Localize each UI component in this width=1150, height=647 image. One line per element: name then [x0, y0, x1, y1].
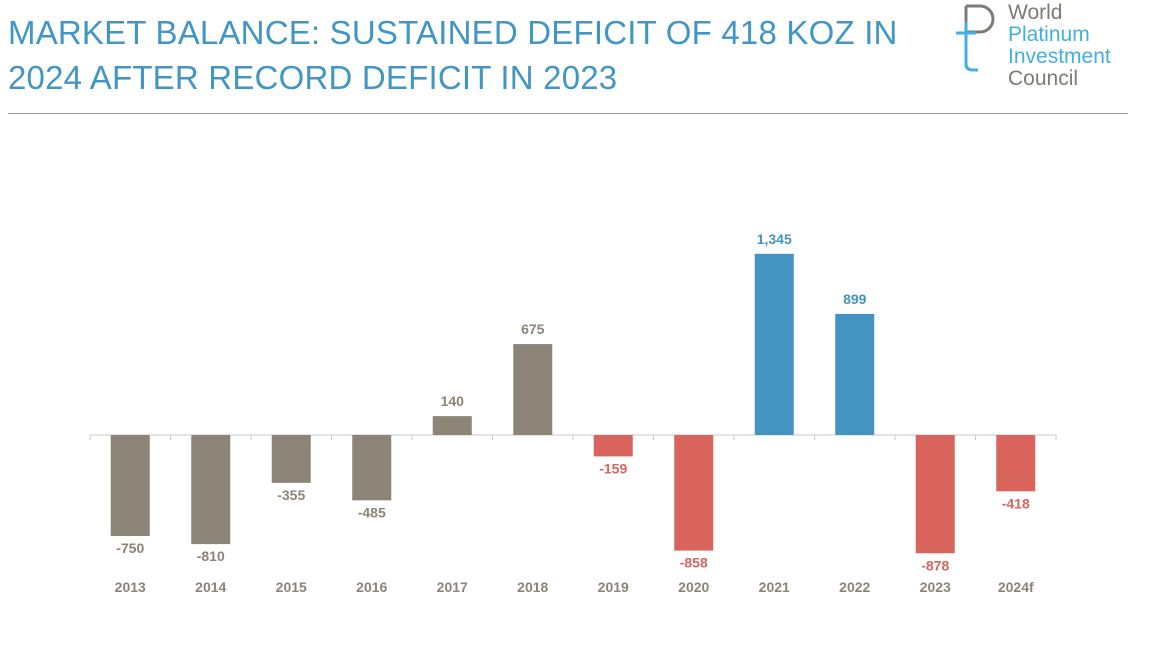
wpic-logo: World Platinum Investment Council [952, 2, 1142, 97]
page-title: MARKET BALANCE: SUSTAINED DEFICIT OF 418… [8, 10, 938, 100]
data-label-2022: 899 [843, 291, 867, 307]
category-label-2024f: 2024f [998, 579, 1034, 595]
page-title-line-1: MARKET BALANCE: SUSTAINED DEFICIT OF 418… [8, 14, 898, 51]
bar-2019 [593, 435, 633, 457]
data-label-2023: -878 [921, 557, 949, 573]
data-label-2024f: -418 [1002, 495, 1030, 511]
data-label-2020: -858 [680, 555, 708, 571]
data-label-2013: -750 [116, 540, 144, 556]
category-label-2018: 2018 [517, 579, 548, 595]
category-label-2022: 2022 [839, 579, 870, 595]
data-label-2015: -355 [277, 487, 305, 503]
category-label-2023: 2023 [920, 579, 951, 595]
logo-line-investment: Investment [1008, 45, 1111, 68]
category-label-2021: 2021 [759, 579, 790, 595]
logo-line-council: Council [1008, 67, 1079, 90]
data-label-2016: -485 [358, 504, 386, 520]
bar-2022 [835, 313, 875, 435]
wpic-logo-text: World Platinum Investment Council [1008, 2, 1111, 90]
category-label-2014: 2014 [195, 579, 226, 595]
category-label-2016: 2016 [356, 579, 387, 595]
header-divider [8, 113, 1128, 114]
bar-2018 [513, 344, 553, 435]
bar-2015 [271, 435, 311, 483]
page-title-line-2: 2024 AFTER RECORD DEFICIT IN 2023 [8, 59, 618, 96]
bar-2020 [674, 435, 714, 551]
bar-2021 [754, 253, 794, 435]
bar-2024f [996, 435, 1036, 492]
data-label-2021: 1,345 [757, 231, 792, 247]
data-label-2017: 140 [441, 393, 465, 409]
category-label-2017: 2017 [437, 579, 468, 595]
data-label-2014: -810 [197, 548, 225, 564]
bar-2013 [110, 435, 150, 537]
bar-2016 [352, 435, 392, 501]
category-label-2020: 2020 [678, 579, 709, 595]
category-label-2013: 2013 [115, 579, 146, 595]
category-label-2015: 2015 [276, 579, 307, 595]
data-label-2019: -159 [599, 460, 627, 476]
data-label-2018: 675 [521, 321, 545, 337]
category-label-2019: 2019 [598, 579, 629, 595]
bar-2014 [191, 435, 231, 545]
logo-line-world: World [1008, 1, 1063, 24]
wpic-logo-icon [956, 4, 995, 72]
bar-2023 [915, 435, 955, 554]
bar-2017 [432, 416, 472, 435]
logo-line-platinum: Platinum [1008, 23, 1090, 46]
